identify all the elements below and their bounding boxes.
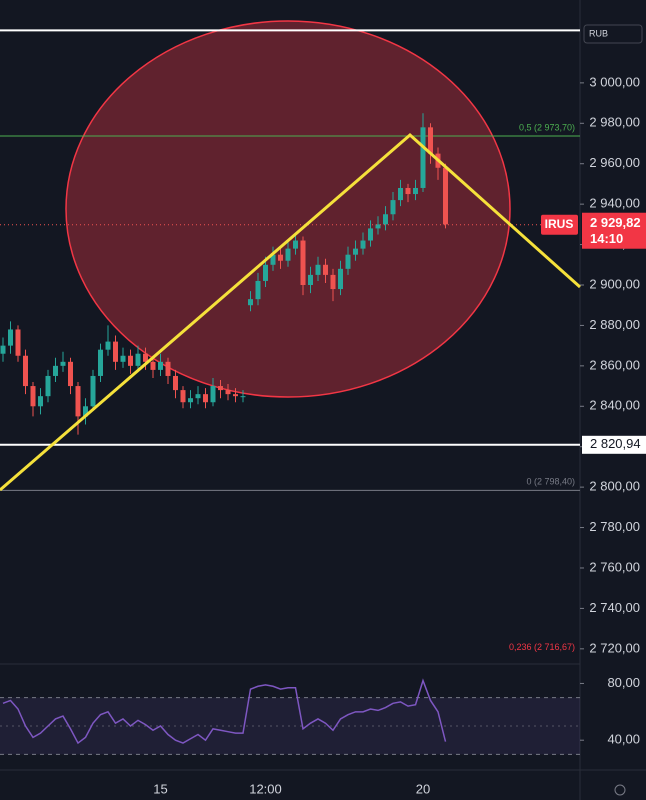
settings-icon[interactable] bbox=[614, 784, 626, 796]
candle-body bbox=[323, 264, 328, 275]
candle-body bbox=[353, 248, 358, 255]
candle-body bbox=[285, 248, 291, 261]
symbol-box bbox=[541, 214, 578, 235]
candle-body bbox=[248, 299, 253, 306]
y-tick-label: 2 740,00 bbox=[589, 600, 640, 615]
candle-body bbox=[360, 240, 366, 249]
candle-body bbox=[113, 341, 118, 362]
fib-label: 0,236 (2 716,67) bbox=[509, 642, 575, 652]
last-price-label: 2 929,82 bbox=[590, 215, 641, 230]
candle-body bbox=[23, 355, 28, 387]
candle-body bbox=[105, 341, 111, 350]
candle-body bbox=[443, 167, 448, 225]
candle-body bbox=[308, 274, 313, 285]
candle-body bbox=[255, 280, 261, 300]
fib-label: 0,5 (2 973,70) bbox=[519, 122, 575, 132]
trendline-drawing bbox=[0, 133, 581, 492]
symbol-label: IRUS bbox=[545, 217, 574, 231]
candle-body bbox=[45, 375, 51, 397]
candle-body bbox=[0, 345, 6, 354]
candle-body bbox=[165, 361, 171, 376]
candle-body bbox=[8, 329, 13, 346]
candle-body bbox=[263, 264, 268, 281]
marks bbox=[0, 29, 580, 755]
candle-body bbox=[143, 353, 148, 362]
candle-body bbox=[300, 240, 306, 285]
fib-label: 0 (2 798,40) bbox=[526, 477, 575, 487]
candle-body bbox=[390, 200, 396, 215]
y-tick-label: 2 900,00 bbox=[589, 276, 640, 291]
candle-body bbox=[68, 361, 73, 387]
price-line-label: 2 820,94 bbox=[590, 436, 641, 451]
candle-body bbox=[15, 329, 21, 356]
candle-body bbox=[75, 386, 81, 417]
y-tick-label: 2 780,00 bbox=[589, 519, 640, 534]
rsi-line bbox=[2, 678, 447, 745]
candle-body bbox=[315, 264, 321, 275]
candle-body bbox=[413, 187, 418, 195]
y-tick-label: 2 940,00 bbox=[589, 196, 640, 211]
candle-body bbox=[173, 375, 178, 391]
candle-body bbox=[83, 406, 88, 417]
candle-body bbox=[150, 361, 156, 370]
candle-body bbox=[398, 187, 403, 201]
candle-body bbox=[90, 375, 96, 407]
candle-body bbox=[375, 224, 381, 229]
y-tick-label: 40,00 bbox=[607, 732, 640, 747]
candle-body bbox=[420, 127, 426, 188]
y-tick-label: 2 800,00 bbox=[589, 479, 640, 494]
candle-body bbox=[120, 355, 126, 362]
y-tick-label: 2 860,00 bbox=[589, 357, 640, 372]
candle-body bbox=[180, 390, 186, 403]
candle-body bbox=[210, 386, 216, 403]
candle-body bbox=[278, 254, 283, 261]
y-tick-label: 2 960,00 bbox=[589, 155, 640, 170]
candle-body bbox=[383, 214, 388, 225]
candle-body bbox=[225, 390, 231, 395]
candle-body bbox=[188, 398, 193, 403]
candle-body bbox=[345, 254, 351, 269]
x-tick-label: 15 bbox=[153, 781, 167, 796]
x-tick-label: 12:00 bbox=[249, 781, 282, 796]
ellipse-drawing bbox=[65, 20, 511, 398]
candle-body bbox=[135, 353, 141, 366]
currency-box[interactable] bbox=[583, 24, 643, 44]
countdown: 14:10 bbox=[590, 231, 623, 246]
candle-body bbox=[128, 355, 133, 366]
y-tick-label: 2 880,00 bbox=[589, 317, 640, 332]
candle-body bbox=[368, 228, 373, 241]
candle-body bbox=[30, 386, 36, 407]
y-tick-label: 80,00 bbox=[607, 675, 640, 690]
candle-body bbox=[38, 396, 43, 407]
candle-body bbox=[233, 394, 238, 397]
y-tick-label: 3 000,00 bbox=[589, 74, 640, 89]
currency: RUB bbox=[589, 28, 608, 38]
candle-body bbox=[240, 396, 246, 398]
candle-body bbox=[60, 361, 66, 366]
y-tick-label: 2 840,00 bbox=[589, 398, 640, 413]
y-tick-label: 2 760,00 bbox=[589, 559, 640, 574]
price-line-box bbox=[582, 435, 646, 454]
x-tick-label: 20 bbox=[416, 781, 430, 796]
candle-body bbox=[405, 187, 411, 195]
candle-body bbox=[270, 254, 276, 265]
candle-body bbox=[203, 394, 208, 403]
candle-body bbox=[330, 274, 336, 290]
candle-body bbox=[98, 349, 103, 376]
candle-body bbox=[195, 394, 201, 399]
y-tick-label: 2 720,00 bbox=[589, 640, 640, 655]
last-price-box bbox=[582, 212, 646, 249]
candle-body bbox=[218, 386, 223, 391]
candle-body bbox=[338, 268, 343, 290]
candle-body bbox=[428, 127, 433, 154]
y-tick-label: 2 980,00 bbox=[589, 115, 640, 130]
candle-body bbox=[293, 240, 298, 249]
candle-body bbox=[158, 361, 163, 370]
candle-body bbox=[53, 365, 58, 376]
